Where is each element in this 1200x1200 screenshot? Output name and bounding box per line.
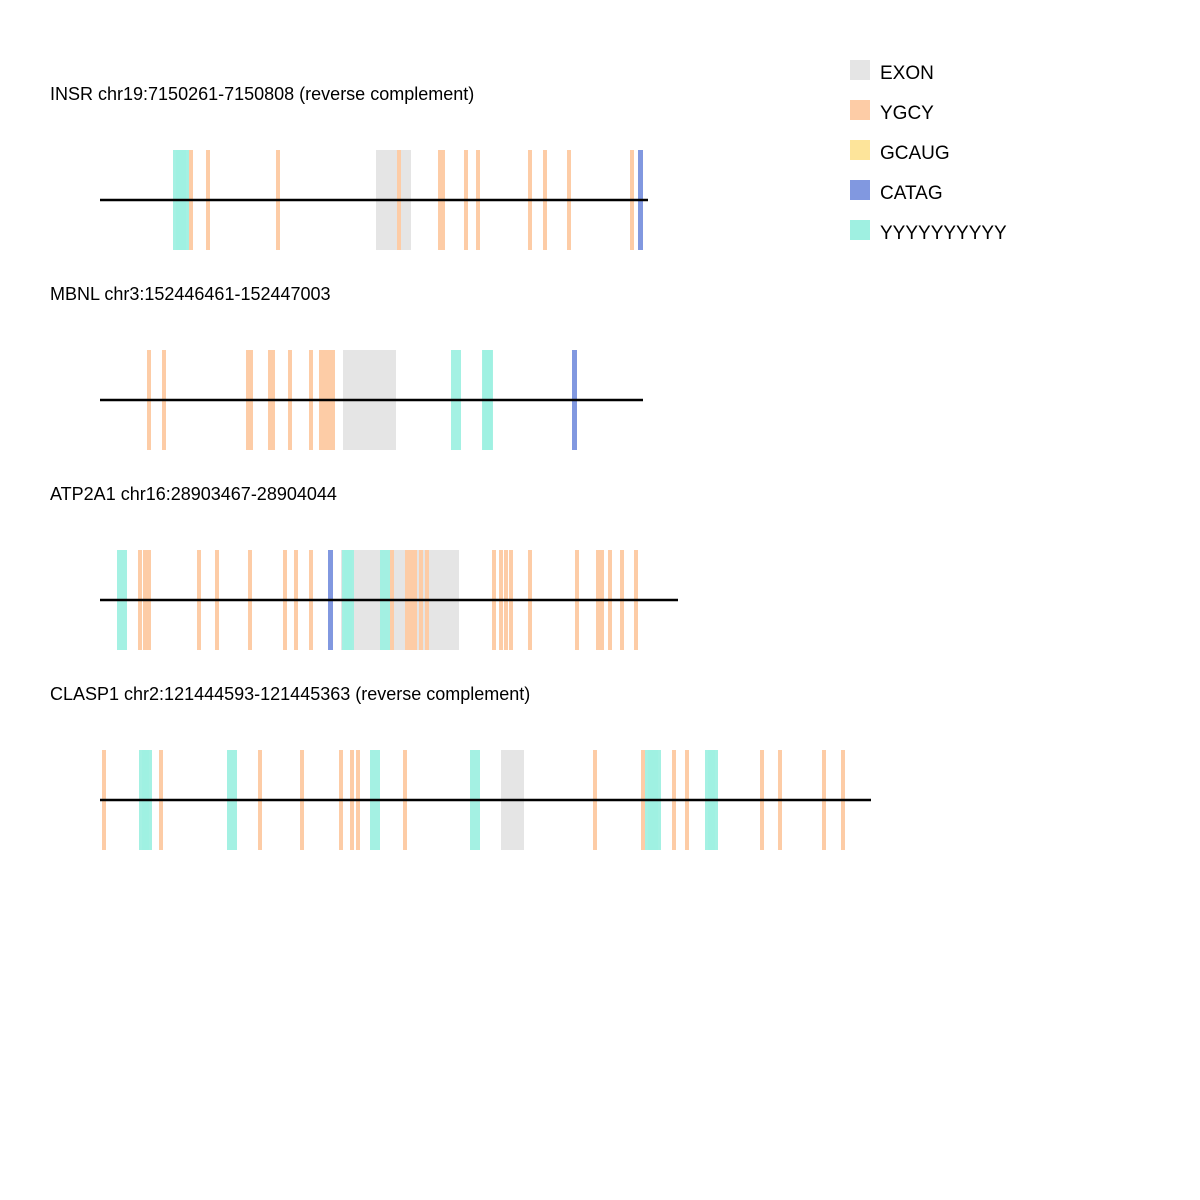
track-insr: INSR chr19:7150261-7150808 (reverse comp… [50,84,648,250]
track-title: MBNL chr3:152446461-152447003 [50,284,331,304]
legend-label-gcaug: GCAUG [880,143,950,164]
legend-swatch-exon [850,60,870,80]
legend-label-exon: EXON [880,63,934,84]
track-mbnl: MBNL chr3:152446461-152447003 [50,284,643,450]
track-title: INSR chr19:7150261-7150808 (reverse comp… [50,84,474,104]
tracks: INSR chr19:7150261-7150808 (reverse comp… [50,84,871,850]
legend-swatch-polypyrimidine [850,220,870,240]
legend-label-ygcy: YGCY [880,103,934,124]
track-atp2a1: ATP2A1 chr16:28903467-28904044 [50,484,678,650]
track-title: ATP2A1 chr16:28903467-28904044 [50,484,337,504]
legend-swatch-catag [850,180,870,200]
legend-swatch-gcaug [850,140,870,160]
track-title: CLASP1 chr2:121444593-121445363 (reverse… [50,684,530,704]
legend-swatch-ygcy [850,100,870,120]
legend-label-catag: CATAG [880,183,943,204]
track-clasp1: CLASP1 chr2:121444593-121445363 (reverse… [50,684,871,850]
legend: EXON YGCY GCAUG CATAG YYYYYYYYYY [850,60,1007,244]
legend-label-polypyrimidine: YYYYYYYYYY [880,223,1007,244]
